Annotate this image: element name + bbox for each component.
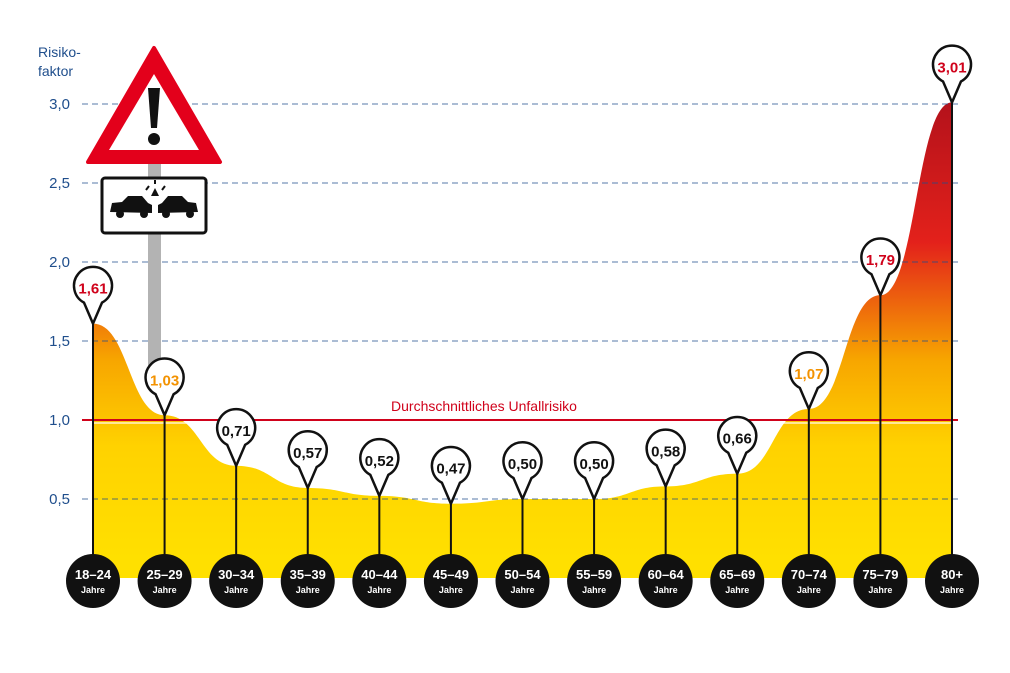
age-unit-label: Jahre: [582, 585, 606, 595]
value-pin: [72, 265, 114, 327]
age-unit-label: Jahre: [367, 585, 391, 595]
age-unit-label: Jahre: [81, 585, 105, 595]
value-label: 0,50: [508, 456, 537, 473]
value-label: 0,71: [222, 423, 251, 440]
data-marks: 1,61 18–24 Jahre 1,03 25–29 Jahre 0,71 30–34 Jah…: [66, 44, 979, 608]
value-label: 0,52: [365, 453, 394, 470]
age-group-label: 55–59: [576, 567, 612, 582]
value-pin: [931, 44, 973, 106]
age-unit-label: Jahre: [868, 585, 892, 595]
age-group-label: 25–29: [147, 567, 183, 582]
y-tick-label: 2,0: [49, 254, 70, 271]
age-group-circle: [280, 554, 335, 608]
age-group-circle: [781, 554, 836, 608]
value-label: 1,07: [794, 366, 823, 383]
age-group-label: 18–24: [75, 567, 112, 582]
age-group-label: 50–54: [504, 567, 541, 582]
age-unit-label: Jahre: [797, 585, 821, 595]
age-unit-label: Jahre: [940, 585, 964, 595]
y-axis-label-line2: faktor: [38, 63, 73, 79]
value-label: 0,57: [293, 445, 322, 462]
age-group-circle: [495, 554, 550, 608]
age-unit-label: Jahre: [439, 585, 463, 595]
car-crash-icon: [110, 180, 198, 218]
value-pin: [860, 237, 901, 299]
age-group-label: 30–34: [218, 567, 255, 582]
age-unit-label: Jahre: [510, 585, 534, 595]
value-label: 1,79: [866, 252, 895, 269]
warning-sign-icon: [86, 46, 222, 375]
value-pin: [788, 350, 830, 413]
age-group-label: 45–49: [433, 567, 469, 582]
age-group-label: 70–74: [791, 567, 828, 582]
y-tick-label: 3,0: [49, 96, 70, 113]
y-tick-label: 2,5: [49, 175, 70, 192]
value-pin: [215, 407, 257, 469]
age-group-circle: [710, 554, 765, 608]
value-label: 1,61: [78, 281, 107, 298]
age-unit-label: Jahre: [153, 585, 177, 595]
y-tick-label: 1,5: [49, 333, 70, 350]
age-unit-label: Jahre: [296, 585, 320, 595]
age-group-label: 80+: [941, 567, 963, 582]
age-group-label: 40–44: [361, 567, 398, 582]
y-axis-ticks: 0,5 1,0 1,5 2,0 2,5 3,0: [49, 96, 70, 508]
y-tick-label: 1,0: [49, 412, 70, 429]
age-group-circle: [137, 554, 192, 608]
age-group-circle: [853, 554, 908, 608]
value-pin: [359, 437, 400, 500]
value-pin: [430, 445, 472, 507]
age-group-circle: [209, 554, 264, 608]
value-pin: [287, 429, 328, 492]
age-unit-label: Jahre: [224, 585, 248, 595]
age-group-circle: [925, 554, 979, 608]
value-label: 0,58: [651, 443, 680, 460]
age-group-label: 60–64: [648, 567, 685, 582]
age-group-circle: [423, 554, 478, 608]
value-label: 0,50: [579, 456, 608, 473]
average-risk-label: Durchschnittliches Unfallrisiko: [391, 398, 577, 414]
age-group-circle: [352, 554, 407, 608]
value-label: 3,01: [937, 59, 966, 76]
value-pin: [502, 441, 543, 503]
value-pin: [717, 415, 758, 477]
risk-area: [93, 102, 952, 579]
y-axis-label: Risiko-: [38, 44, 81, 60]
age-group-label: 75–79: [862, 567, 898, 582]
value-pin: [573, 441, 615, 503]
value-label: 0,47: [436, 461, 465, 478]
age-group-circle: [66, 554, 120, 608]
value-label: 0,66: [723, 431, 752, 448]
y-grid: [82, 103, 958, 500]
value-pin: [645, 428, 686, 490]
value-label: 1,03: [150, 372, 179, 389]
y-tick-label: 0,5: [49, 491, 70, 508]
age-group-label: 65–69: [719, 567, 755, 582]
value-pin: [144, 357, 185, 419]
age-group-label: 35–39: [290, 567, 326, 582]
age-unit-label: Jahre: [725, 585, 749, 595]
age-unit-label: Jahre: [654, 585, 678, 595]
age-group-circle: [567, 554, 622, 608]
age-group-circle: [638, 554, 693, 608]
